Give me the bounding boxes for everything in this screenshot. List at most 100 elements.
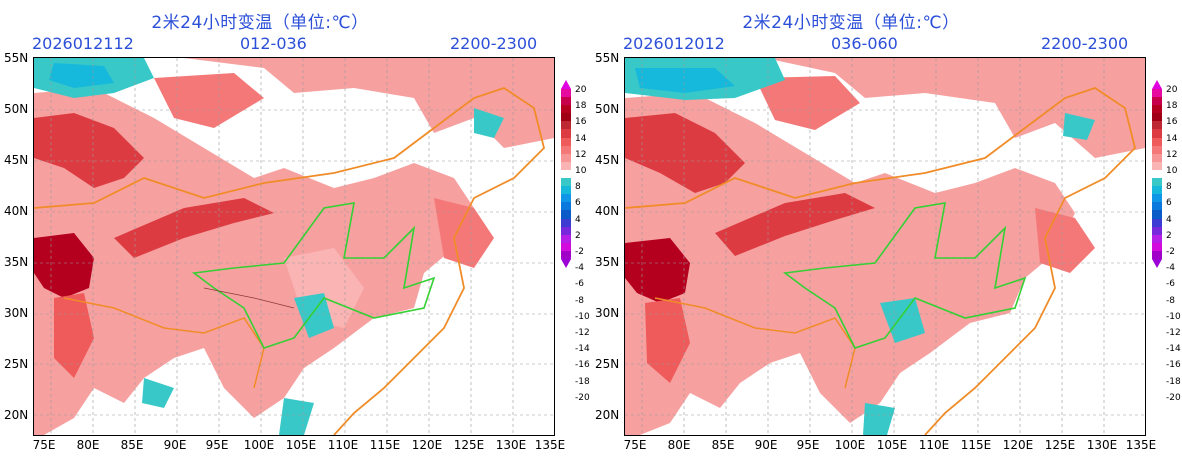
lat-label: 45N	[4, 153, 29, 167]
colorbar-segment	[1152, 218, 1162, 227]
init-time-label: 2026012112	[32, 34, 134, 53]
colorbar-segment	[561, 186, 571, 195]
lon-label: 80E	[667, 438, 691, 452]
colorbar-segment	[561, 178, 571, 187]
lat-label: 55N	[595, 51, 620, 65]
colorbar-label: -6	[575, 279, 584, 290]
forecast-range-label: 012-036	[240, 34, 307, 53]
colorbar-label: 18	[575, 101, 587, 112]
colorbar-label: -16	[575, 360, 590, 371]
colorbar-segment	[1152, 169, 1162, 179]
colorbar-label: -12	[1166, 328, 1181, 338]
lon-label: 115E	[960, 438, 992, 452]
colorbar-label: 6	[1166, 198, 1172, 209]
lon-label: 115E	[369, 438, 401, 452]
lon-label: 130E	[495, 438, 527, 452]
colorbar-segment	[561, 129, 571, 138]
colorbar-segment	[561, 113, 571, 122]
colorbar-label: 6	[575, 198, 581, 209]
map-panel-left: 2米24小时变温（单位:℃） 2026012112 012-036 2200-2…	[4, 13, 590, 452]
lon-label: 85E	[711, 438, 735, 452]
lon-label: 90E	[163, 438, 187, 452]
colorbar-segment	[1152, 113, 1162, 122]
lon-label: 105E	[876, 438, 908, 452]
lat-label: 55N	[4, 51, 29, 65]
colorbar-label: -10	[575, 311, 590, 322]
lon-label: 75E	[32, 438, 56, 452]
lat-label: 50N	[595, 102, 620, 116]
panel-title: 2米24小时变温（单位:℃）	[151, 13, 369, 33]
lon-label: 80E	[76, 438, 100, 452]
colorbar-segment	[561, 153, 571, 162]
colorbar-segment	[561, 242, 571, 251]
lat-label: 30N	[595, 306, 620, 320]
colorbar-label: -8	[575, 295, 584, 306]
colorbar-label: -18	[575, 376, 590, 387]
colorbar-label: -2	[1166, 247, 1175, 257]
colorbar-label: 16	[575, 117, 587, 128]
colorbar-segment	[1152, 234, 1162, 243]
colorbar-segment	[561, 250, 571, 259]
temperature-change-map	[33, 57, 555, 436]
colorbar-label: -16	[1166, 360, 1181, 371]
colorbar-segment	[1152, 242, 1162, 251]
lon-label: 105E	[285, 438, 317, 452]
colorbar-label: -8	[1166, 295, 1175, 306]
lon-label: 135E	[534, 438, 566, 452]
lat-label: 30N	[4, 306, 29, 320]
colorbar-label: -10	[1166, 311, 1181, 322]
colorbar-segment	[1152, 250, 1162, 259]
lat-label: 25N	[4, 357, 29, 371]
lat-label: 40N	[4, 204, 29, 218]
map-panel-right: 2米24小时变温（单位:℃） 2026012012 036-060 2200-2…	[591, 0, 1182, 465]
colorbar-segment	[561, 97, 571, 106]
valid-hours-label: 2200-2300	[1041, 34, 1129, 53]
init-time-label: 2026012012	[623, 34, 725, 53]
lat-label: 50N	[4, 102, 29, 116]
colorbar-label: -4	[1166, 263, 1175, 274]
colorbar-label: 14	[1166, 133, 1178, 144]
lon-label: 110E	[918, 438, 950, 452]
colorbar-label: -18	[1166, 376, 1181, 387]
lat-label: 35N	[595, 255, 620, 269]
colorbar-label: 18	[1166, 101, 1178, 112]
lon-label: 120E	[1002, 438, 1034, 452]
colorbar-label: -6	[1166, 279, 1175, 290]
lon-label: 100E	[243, 438, 275, 452]
lat-label: 40N	[595, 204, 620, 218]
colorbar-segment	[561, 234, 571, 243]
colorbar-segment	[1152, 153, 1162, 162]
colorbar-segment	[1152, 178, 1162, 187]
colorbar-segment	[1152, 210, 1162, 219]
forecast-range-label: 036-060	[831, 34, 898, 53]
panel-title: 2米24小时变温（单位:℃）	[742, 13, 960, 33]
colorbar-segment	[561, 218, 571, 227]
lon-label: 120E	[411, 438, 443, 452]
colorbar-label: 20	[1166, 85, 1178, 95]
colorbar-label: -14	[1166, 344, 1181, 355]
lon-label: 90E	[754, 438, 778, 452]
colorbar-segment	[1152, 161, 1162, 170]
colorbar-segment	[561, 194, 571, 203]
colorbar-label: 2	[575, 230, 581, 241]
lat-label: 20N	[4, 408, 29, 422]
lat-label: 45N	[595, 153, 620, 167]
colorbar-segment	[1152, 129, 1162, 138]
colorbar-label: 4	[1166, 214, 1172, 225]
colorbar-label: 20	[575, 85, 587, 95]
colorbar-segment	[1152, 137, 1162, 146]
colorbar-label: -2	[575, 247, 584, 257]
lon-label: 95E	[205, 438, 229, 452]
colorbar-label: 8	[575, 182, 581, 193]
colorbar-segment	[1152, 97, 1162, 106]
lat-label: 35N	[4, 255, 29, 269]
lon-label: 110E	[327, 438, 359, 452]
colorbar-segment	[561, 169, 571, 179]
colorbar-label: -20	[575, 392, 590, 403]
colorbar	[561, 80, 571, 268]
colorbar-segment	[1152, 202, 1162, 211]
colorbar-label: -20	[1166, 392, 1181, 403]
colorbar-segment	[1152, 226, 1162, 235]
lon-label: 125E	[453, 438, 485, 452]
colorbar-top-arrow	[561, 80, 571, 89]
